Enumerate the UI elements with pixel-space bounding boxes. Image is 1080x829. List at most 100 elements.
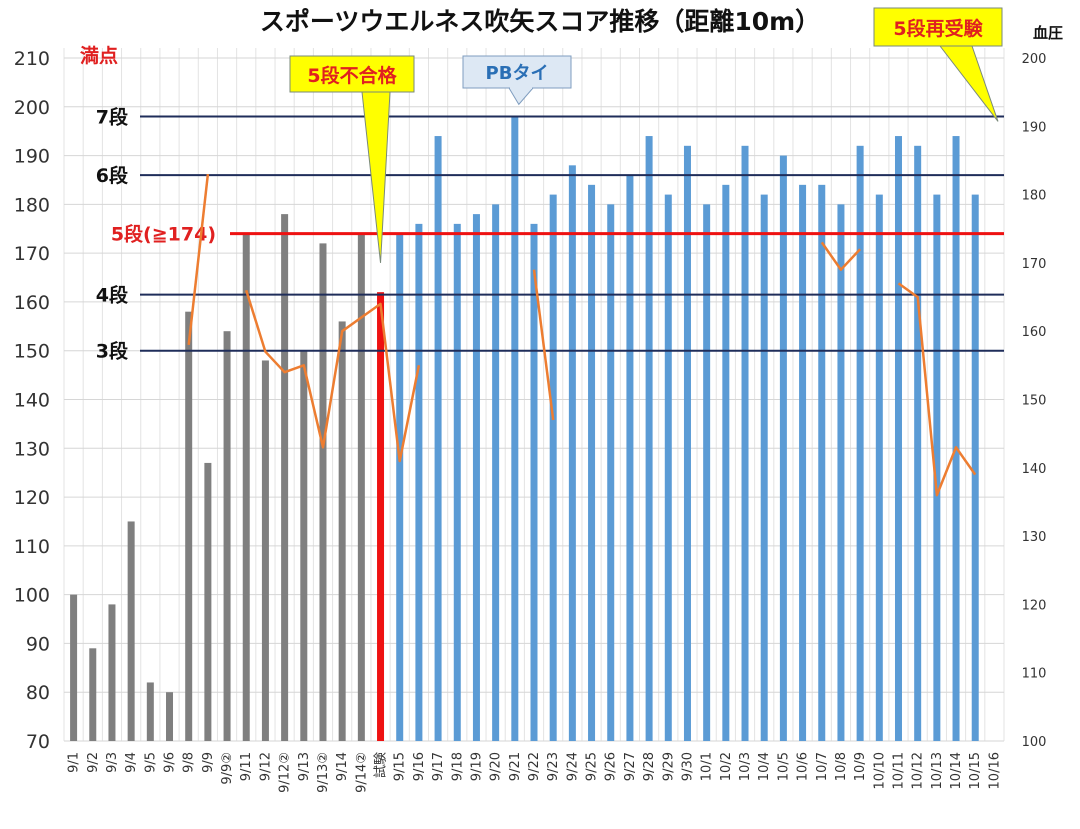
y-tick-right: 110	[1022, 667, 1047, 682]
x-tick: 10/15	[968, 752, 983, 789]
x-tick: 9/14②	[354, 752, 369, 793]
bar	[242, 233, 250, 741]
x-tick: 9/6	[163, 752, 178, 773]
x-tick: 9/9②	[220, 752, 235, 785]
bar	[607, 204, 615, 741]
bp-line	[897, 282, 977, 497]
y-tick-left: 110	[14, 536, 50, 558]
x-tick: 9/2	[86, 752, 101, 773]
x-tick: 9/3	[105, 752, 120, 773]
x-tick: 10/11	[891, 752, 906, 789]
x-tick: 10/6	[796, 752, 811, 781]
y-tick-left: 210	[14, 48, 50, 70]
x-tick: 試験	[373, 752, 389, 778]
y-tick-right: 180	[1022, 189, 1047, 204]
x-tick: 10/16	[987, 752, 1002, 789]
x-tick: 9/22	[527, 752, 542, 781]
callout-box	[289, 55, 415, 93]
bar	[127, 521, 135, 741]
bar	[338, 321, 346, 741]
x-tick: 10/5	[776, 752, 791, 781]
x-tick: 9/19	[469, 752, 484, 781]
bp-line	[820, 241, 862, 271]
x-tick: 9/27	[623, 752, 638, 781]
y-tick-left: 150	[14, 341, 50, 363]
x-tick: 10/14	[949, 752, 964, 789]
y-tick-left: 100	[14, 585, 50, 607]
bar	[971, 194, 979, 742]
y-tick-left: 180	[14, 194, 50, 216]
x-tick: 9/12②	[278, 752, 293, 793]
y-tick-right: 200	[1022, 52, 1047, 67]
y-tick-left: 200	[14, 97, 50, 119]
x-tick: 9/29	[661, 752, 676, 781]
x-tick: 9/16	[412, 752, 427, 781]
bar	[89, 648, 97, 741]
bar	[396, 233, 404, 741]
rank-label: 5段(≧174)	[111, 223, 216, 246]
x-tick: 10/4	[757, 752, 772, 781]
bars-layer	[70, 116, 979, 742]
x-tick: 10/10	[872, 752, 887, 789]
bar	[453, 223, 461, 741]
bar	[415, 223, 423, 741]
x-tick: 9/23	[546, 752, 561, 781]
bar	[166, 692, 174, 741]
x-tick: 10/3	[738, 752, 753, 781]
bar	[875, 194, 883, 742]
y-tick-right: 160	[1022, 325, 1047, 340]
bar	[664, 194, 672, 742]
bp-line-layer	[187, 173, 977, 497]
x-tick: 9/26	[604, 752, 619, 781]
callout-retest: 5段再受験	[893, 17, 983, 40]
bar	[472, 214, 480, 742]
x-tick: 9/11	[239, 752, 254, 781]
x-tick: 9/25	[585, 752, 600, 781]
bar	[357, 233, 365, 741]
bar	[741, 145, 749, 742]
callout-seam	[510, 86, 532, 89]
y-tick-left: 120	[14, 487, 50, 509]
bar	[799, 184, 807, 742]
callout-pointer	[938, 45, 999, 122]
bar	[837, 204, 845, 741]
bar	[894, 136, 902, 742]
x-tick: 9/1	[67, 752, 82, 773]
reference-lines-layer: 7段 6段 5段(≧174) 4段 3段	[96, 106, 1004, 363]
bar	[511, 116, 519, 742]
callout-exam-fail: 5段不合格	[307, 64, 397, 87]
y-tick-left: 140	[14, 390, 50, 412]
x-tick: 9/9	[201, 752, 216, 773]
bar	[434, 136, 442, 742]
y-tick-right: 140	[1022, 462, 1047, 477]
x-tick: 9/17	[431, 752, 446, 781]
x-tick: 9/18	[450, 752, 465, 781]
bar	[626, 175, 634, 742]
bar	[108, 604, 116, 741]
bar	[645, 136, 653, 742]
callout-box	[873, 7, 1003, 47]
x-tick: 10/12	[911, 752, 926, 789]
y-tick-right: 100	[1022, 735, 1047, 750]
bar	[703, 204, 711, 741]
bar	[70, 594, 78, 741]
x-tick: 9/13②	[316, 752, 331, 793]
x-tick: 10/7	[815, 752, 830, 781]
x-tick: 10/8	[834, 752, 849, 781]
rank-label: 7段	[96, 106, 129, 129]
rank-label: 6段	[96, 164, 129, 187]
x-tick: 10/1	[700, 752, 715, 781]
right-axis-label: 血圧	[1033, 24, 1063, 42]
y-tick-right: 130	[1022, 530, 1047, 545]
bar	[588, 184, 596, 742]
bar	[185, 311, 193, 741]
bar	[779, 155, 787, 742]
x-tick: 10/2	[719, 752, 734, 781]
bar	[530, 223, 538, 741]
x-tick: 9/8	[182, 752, 197, 773]
x-tick: 9/13	[297, 752, 312, 781]
axis-layer: 210 200 190 180 170 160 150 140 130 120 110 100 90 80…	[14, 48, 1047, 793]
callout-pb-tie: PBタイ	[486, 63, 549, 84]
